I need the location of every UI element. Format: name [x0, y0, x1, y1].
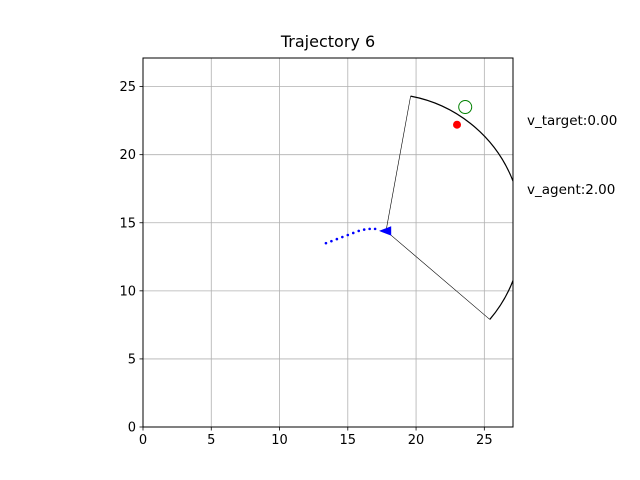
- v-agent-label: v_agent:2.00: [527, 182, 616, 198]
- agent-path-point: [335, 237, 339, 241]
- x-tick-label: 15: [340, 433, 357, 448]
- x-tick-label: 5: [207, 433, 215, 448]
- x-tick-label: 10: [271, 433, 288, 448]
- grid: [142, 58, 513, 428]
- agent-marker: [379, 226, 392, 236]
- chart-title: Trajectory 6: [280, 32, 376, 51]
- y-tick-label: 10: [119, 284, 136, 299]
- agent-path-point: [373, 227, 377, 231]
- view-sector-edges: [385, 96, 490, 320]
- agent-path-point: [368, 227, 371, 231]
- y-tick-label: 15: [119, 216, 136, 231]
- v-target-label: v_target:0.00: [527, 113, 618, 129]
- y-tick-label: 20: [119, 148, 136, 163]
- y-tick-label: 25: [119, 80, 136, 95]
- goal-marker: [458, 100, 473, 115]
- y-tick-label: 0: [128, 421, 136, 436]
- x-tick-label: 25: [476, 433, 493, 448]
- agent-path-point: [357, 229, 361, 233]
- agent-path-point: [362, 228, 366, 231]
- agent-path-point: [330, 239, 333, 243]
- y-tick-label: 5: [128, 352, 136, 367]
- axis-ticks: 0 5 10 15 20 25 0 5 10 15 20 25: [119, 80, 492, 448]
- target-marker: [453, 120, 462, 129]
- agent-path-point: [346, 233, 350, 237]
- plot-area: [324, 95, 513, 320]
- view-sector-arc: [410, 95, 513, 320]
- x-tick-label: 0: [139, 433, 147, 448]
- x-tick-label: 20: [408, 433, 425, 448]
- agent-path-point: [324, 241, 328, 245]
- axes-frame: [142, 57, 514, 428]
- agent-path-point: [341, 235, 344, 239]
- agent-path-point: [351, 231, 355, 235]
